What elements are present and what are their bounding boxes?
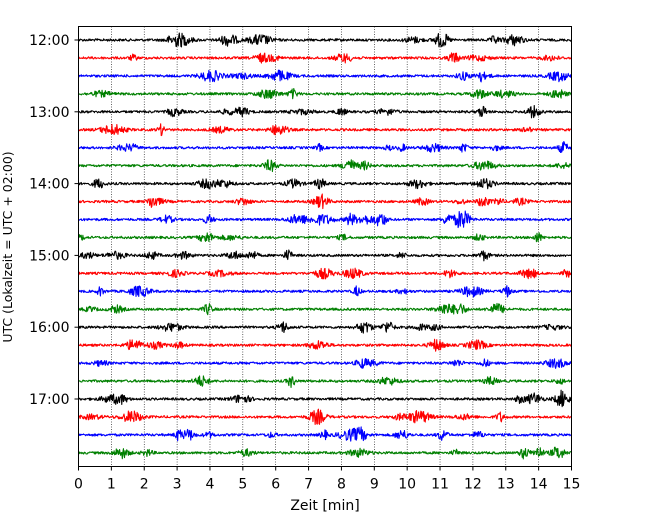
trace-1515 [78,267,573,280]
plot-frame [78,26,572,467]
seismic-traces [77,32,573,460]
trace-1700 [78,389,573,408]
x-tick-label: 8 [337,477,346,493]
trace-1315 [77,123,572,137]
trace-1245 [78,87,573,100]
trace-1230 [77,69,572,83]
x-axis-ticks: 0 1 2 3 4 5 6 7 8 9 10 11 12 13 14 15 [74,466,581,493]
trace-1430 [78,210,573,229]
x-tick-label: 7 [304,477,313,493]
y-tick-label: 12:00 [29,33,69,49]
y-tick-label: 17:00 [29,392,69,408]
x-axis-title: Zeit [min] [290,498,359,514]
trace-1500 [78,249,572,262]
y-tick-label: 14:00 [29,177,69,193]
trace-1530 [78,285,572,298]
x-tick-label: 13 [497,477,515,493]
x-tick-label: 14 [530,477,548,493]
y-tick-label: 13:00 [29,105,69,121]
trace-1215 [77,52,572,64]
trace-1615 [78,338,572,352]
x-tick-label: 4 [206,477,215,493]
trace-1345 [77,159,572,173]
trace-1300 [78,104,572,119]
y-tick-label: 15:00 [29,248,69,264]
trace-1600 [78,321,572,334]
x-tick-label: 3 [173,477,182,493]
x-tick-label: 6 [271,477,280,493]
trace-1415 [77,193,572,210]
x-tick-label: 2 [140,477,149,493]
x-tick-label: 9 [370,477,379,493]
y-axis-ticks: 12:00 13:00 14:00 15:00 16:00 17:00 [29,33,79,408]
x-tick-label: 5 [238,477,247,493]
trace-1745 [78,446,572,460]
grid-lines [111,26,539,467]
x-tick-label: 12 [464,477,482,493]
x-tick-label: 10 [398,477,416,493]
x-tick-label: 1 [107,477,116,493]
trace-1730 [78,426,572,442]
x-tick-label: 15 [563,477,581,493]
x-tick-label: 0 [74,477,83,493]
trace-1715 [77,408,572,425]
trace-1445 [78,232,572,243]
y-axis-title: UTC (Lokalzeit = UTC + 02:00) [0,151,15,342]
x-tick-label: 11 [431,477,449,493]
trace-1330 [77,140,573,154]
trace-1630 [78,358,572,369]
trace-1545 [77,302,572,316]
trace-1645 [77,375,572,388]
trace-1200 [78,32,572,48]
y-tick-label: 16:00 [29,320,69,336]
trace-1400 [78,178,572,190]
